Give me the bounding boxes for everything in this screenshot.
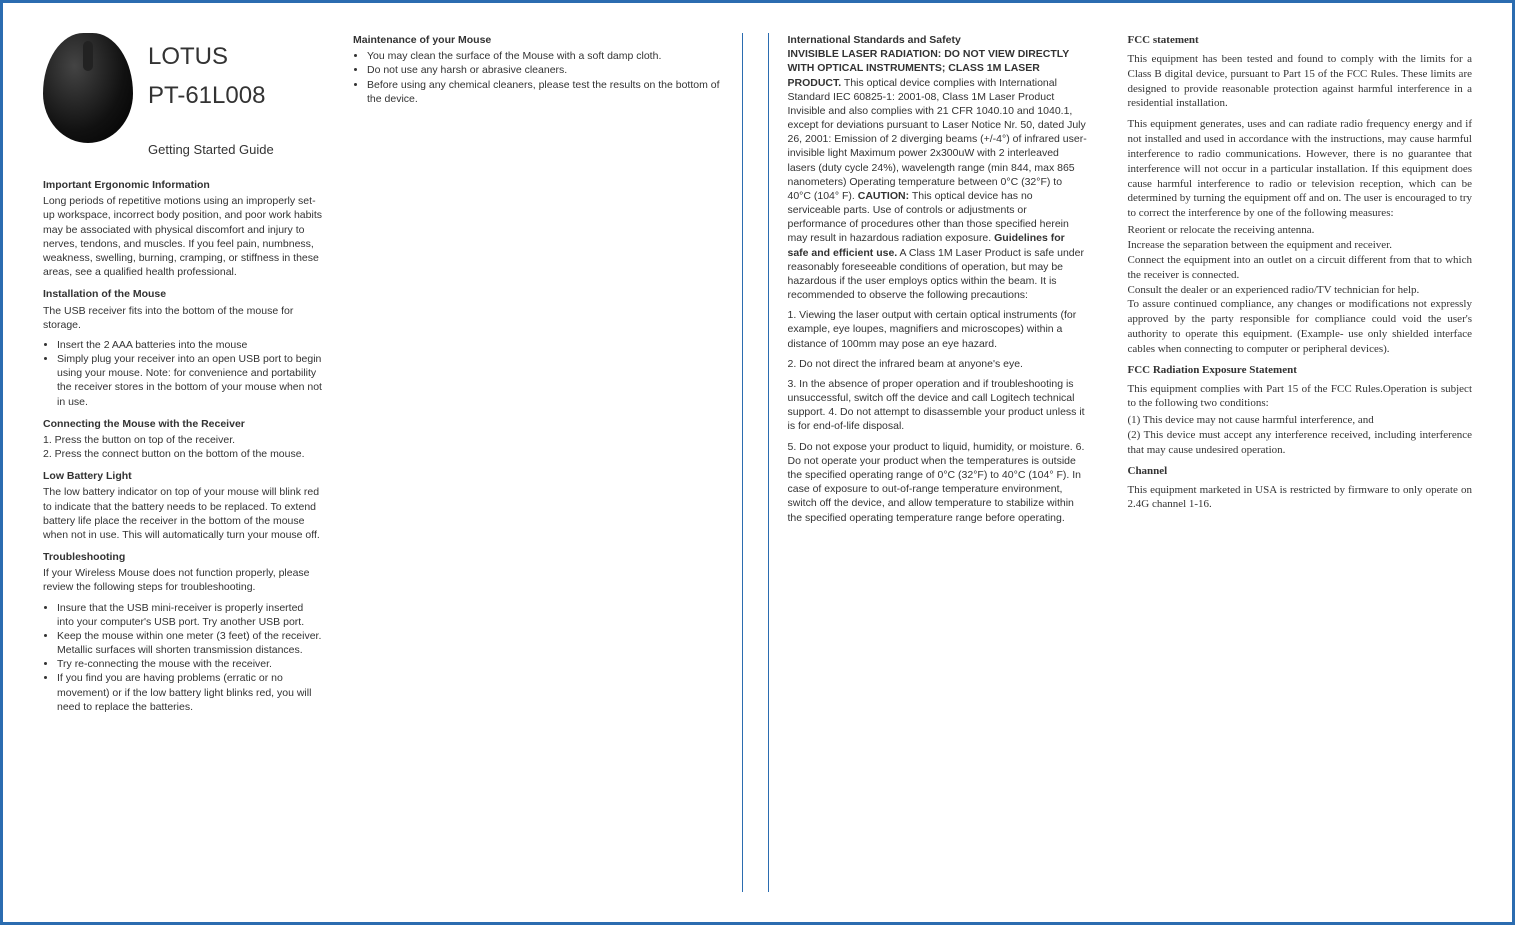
troubleshooting-intro: If your Wireless Mouse does not function… bbox=[43, 566, 323, 594]
connecting-step-2: 2. Press the connect button on the botto… bbox=[43, 447, 323, 461]
fcc-p3: To assure continued compliance, any chan… bbox=[1128, 297, 1473, 356]
product-model: PT-61L008 bbox=[148, 82, 274, 111]
left-column-2: Maintenance of your Mouse You may clean … bbox=[353, 33, 728, 892]
connecting-step-1: 1. Press the button on top of the receiv… bbox=[43, 433, 323, 447]
list-item: Insert the 2 AAA batteries into the mous… bbox=[57, 338, 323, 352]
product-brand: LOTUS bbox=[148, 43, 274, 72]
precaution-1: 1. Viewing the laser output with certain… bbox=[788, 308, 1088, 351]
product-title-block: LOTUS PT-61L008 Getting Started Guide bbox=[148, 33, 274, 158]
list-item: Do not use any harsh or abrasive cleaner… bbox=[367, 63, 728, 77]
column-divider bbox=[742, 33, 743, 892]
ergonomic-body: Long periods of repetitive motions using… bbox=[43, 194, 323, 279]
list-item: If you find you are having problems (err… bbox=[57, 671, 323, 714]
list-item: Insure that the USB mini-receiver is pro… bbox=[57, 601, 323, 629]
page-left: LOTUS PT-61L008 Getting Started Guide Im… bbox=[0, 0, 758, 925]
troubleshooting-heading: Troubleshooting bbox=[43, 550, 323, 564]
standards-block: International Standards and Safety INVIS… bbox=[788, 33, 1088, 302]
lowbattery-body: The low battery indicator on top of your… bbox=[43, 485, 323, 542]
installation-intro: The USB receiver fits into the bottom of… bbox=[43, 304, 323, 332]
right-column-1: International Standards and Safety INVIS… bbox=[788, 33, 1088, 892]
precaution-5: 5. Do not expose your product to liquid,… bbox=[788, 440, 1088, 525]
fcc-measure-3: Connect the equipment into an outlet on … bbox=[1128, 253, 1473, 283]
troubleshooting-list: Insure that the USB mini-receiver is pro… bbox=[43, 601, 323, 714]
precaution-2: 2. Do not direct the infrared beam at an… bbox=[788, 357, 1088, 371]
maintenance-list: You may clean the surface of the Mouse w… bbox=[353, 49, 728, 106]
standards-heading: International Standards and Safety bbox=[788, 34, 961, 46]
channel-body: This equipment marketed in USA is restri… bbox=[1128, 483, 1473, 513]
list-item: Before using any chemical cleaners, plea… bbox=[367, 78, 728, 106]
list-item: Simply plug your receiver into an open U… bbox=[57, 352, 323, 409]
connecting-heading: Connecting the Mouse with the Receiver bbox=[43, 417, 323, 431]
fcc-heading: FCC statement bbox=[1128, 33, 1473, 48]
installation-list: Insert the 2 AAA batteries into the mous… bbox=[43, 338, 323, 409]
ergonomic-heading: Important Ergonomic Information bbox=[43, 178, 323, 192]
channel-heading: Channel bbox=[1128, 464, 1473, 479]
radiation-heading: FCC Radiation Exposure Statement bbox=[1128, 363, 1473, 378]
radiation-c1: (1) This device may not cause harmful in… bbox=[1128, 413, 1473, 428]
fcc-p2: This equipment generates, uses and can r… bbox=[1128, 117, 1473, 221]
installation-heading: Installation of the Mouse bbox=[43, 287, 323, 301]
standards-body-1: This optical device complies with Intern… bbox=[788, 77, 1087, 202]
column-divider bbox=[768, 33, 769, 892]
fcc-measure-4: Consult the dealer or an experienced rad… bbox=[1128, 283, 1473, 298]
right-column-2: FCC statement This equipment has been te… bbox=[1128, 33, 1473, 892]
page-right: International Standards and Safety INVIS… bbox=[758, 0, 1515, 925]
list-item: Keep the mouse within one meter (3 feet)… bbox=[57, 629, 323, 657]
left-column-1: LOTUS PT-61L008 Getting Started Guide Im… bbox=[43, 33, 323, 892]
product-header: LOTUS PT-61L008 Getting Started Guide bbox=[43, 33, 323, 158]
precaution-3: 3. In the absence of proper operation an… bbox=[788, 377, 1088, 434]
fcc-measure-2: Increase the separation between the equi… bbox=[1128, 238, 1473, 253]
caution-label: CAUTION: bbox=[858, 190, 909, 202]
fcc-p1: This equipment has been tested and found… bbox=[1128, 52, 1473, 111]
list-item: Try re-connecting the mouse with the rec… bbox=[57, 657, 323, 671]
product-subtitle: Getting Started Guide bbox=[148, 141, 274, 159]
mouse-illustration bbox=[43, 33, 133, 143]
radiation-c2: (2) This device must accept any interfer… bbox=[1128, 428, 1473, 458]
lowbattery-heading: Low Battery Light bbox=[43, 469, 323, 483]
list-item: You may clean the surface of the Mouse w… bbox=[367, 49, 728, 63]
maintenance-heading: Maintenance of your Mouse bbox=[353, 33, 728, 47]
document-spread: LOTUS PT-61L008 Getting Started Guide Im… bbox=[0, 0, 1515, 925]
fcc-measure-1: Reorient or relocate the receiving anten… bbox=[1128, 223, 1473, 238]
radiation-p1: This equipment complies with Part 15 of … bbox=[1128, 382, 1473, 412]
